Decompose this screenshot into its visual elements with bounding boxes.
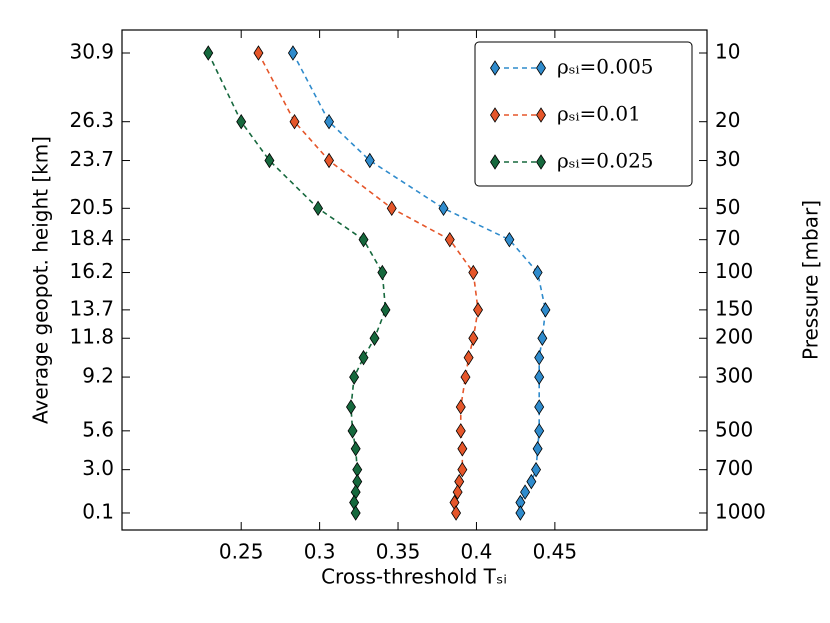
marker xyxy=(264,152,275,169)
marker xyxy=(350,441,361,457)
marker xyxy=(350,505,361,521)
marker xyxy=(236,113,247,130)
marker xyxy=(347,423,358,439)
marker xyxy=(468,264,479,281)
marker xyxy=(313,200,324,217)
marker xyxy=(358,349,369,366)
marker xyxy=(350,484,361,500)
y2-tick-label: 200 xyxy=(715,325,753,349)
marker xyxy=(324,152,334,169)
marker xyxy=(540,302,551,318)
legend-marker xyxy=(536,60,546,76)
marker xyxy=(534,349,545,366)
y-tick-label: 20.5 xyxy=(69,195,114,219)
marker xyxy=(386,200,397,217)
legend-box xyxy=(474,41,693,187)
marker xyxy=(364,152,375,169)
legend-marker xyxy=(536,107,546,123)
marker xyxy=(457,441,468,457)
y2-tick-label: 300 xyxy=(715,364,753,388)
marker xyxy=(444,231,455,248)
y2-tick-label: 100 xyxy=(715,259,753,283)
marker xyxy=(349,494,360,511)
marker xyxy=(534,399,545,415)
marker xyxy=(380,302,391,318)
marker xyxy=(534,423,545,439)
marker xyxy=(463,349,474,366)
marker xyxy=(452,484,463,500)
marker xyxy=(531,461,542,478)
x-tick-label: 0.45 xyxy=(533,540,578,564)
y-tick-label: 26.3 xyxy=(69,108,114,132)
y-tick-label: 16.2 xyxy=(69,259,114,283)
y2-tick-label: 70 xyxy=(715,226,740,250)
marker xyxy=(253,45,264,61)
marker xyxy=(460,369,471,385)
y-tick-label: 18.4 xyxy=(69,226,114,250)
marker xyxy=(324,113,334,130)
marker xyxy=(520,484,531,500)
marker xyxy=(455,399,466,415)
marker xyxy=(352,473,363,490)
marker xyxy=(377,264,388,281)
legend-marker xyxy=(490,107,500,123)
y-tick-label: 3.0 xyxy=(82,456,114,480)
x-tick-label: 0.35 xyxy=(376,540,421,564)
marker xyxy=(287,45,298,61)
plot-frame xyxy=(121,29,708,531)
y-tick-label: 0.1 xyxy=(82,499,114,523)
y2-tick-label: 150 xyxy=(715,296,753,320)
marker xyxy=(349,369,360,385)
marker xyxy=(537,330,548,346)
marker xyxy=(358,231,369,248)
x-axis-label: Cross-threshold Tₛᵢ xyxy=(321,565,507,589)
y2-tick-label: 1000 xyxy=(715,499,766,523)
y-tick-label: 23.7 xyxy=(69,147,114,171)
y2-tick-label: 500 xyxy=(715,417,753,441)
marker xyxy=(504,231,515,248)
marker xyxy=(532,264,543,281)
x-tick-label: 0.4 xyxy=(461,540,493,564)
y2-tick-label: 10 xyxy=(715,39,740,63)
x-tick-label: 0.3 xyxy=(304,540,336,564)
y-tick-label: 11.8 xyxy=(69,325,114,349)
legend-label: ρₛᵢ=0.005 xyxy=(557,55,654,79)
marker xyxy=(457,461,468,478)
marker xyxy=(468,330,479,346)
y2-tick-label: 50 xyxy=(715,195,740,219)
y-tick-label: 13.7 xyxy=(69,296,114,320)
marker xyxy=(451,505,462,521)
legend-marker xyxy=(536,154,546,170)
marker xyxy=(473,302,483,318)
y2-tick-label: 20 xyxy=(715,108,740,132)
marker xyxy=(532,441,543,457)
marker xyxy=(534,369,545,385)
y2-tick-label: 30 xyxy=(715,147,740,171)
marker xyxy=(438,200,449,217)
legend-marker xyxy=(490,154,500,170)
legend-label: ρₛᵢ=0.025 xyxy=(557,149,654,173)
marker xyxy=(455,423,466,439)
marker xyxy=(289,113,300,130)
y-tick-label: 30.9 xyxy=(69,39,114,63)
y2-tick-label: 700 xyxy=(715,456,753,480)
legend-label: ρₛᵢ=0.01 xyxy=(557,102,641,126)
y-axis-label: Average geopot. height [km] xyxy=(29,136,53,424)
marker xyxy=(203,45,214,61)
legend: ρₛᵢ=0.005 ρₛᵢ=0.01 ρₛᵢ=0.025 xyxy=(474,41,693,187)
legend-marker xyxy=(490,60,500,76)
marker xyxy=(515,505,526,521)
y-tick-label: 9.2 xyxy=(82,364,114,388)
marker xyxy=(346,399,356,415)
marker xyxy=(369,330,380,346)
marker xyxy=(526,473,537,490)
y2-axis-label: Pressure [mbar] xyxy=(799,200,823,360)
y-tick-label: 5.6 xyxy=(82,417,114,441)
x-tick-label: 0.25 xyxy=(219,540,264,564)
